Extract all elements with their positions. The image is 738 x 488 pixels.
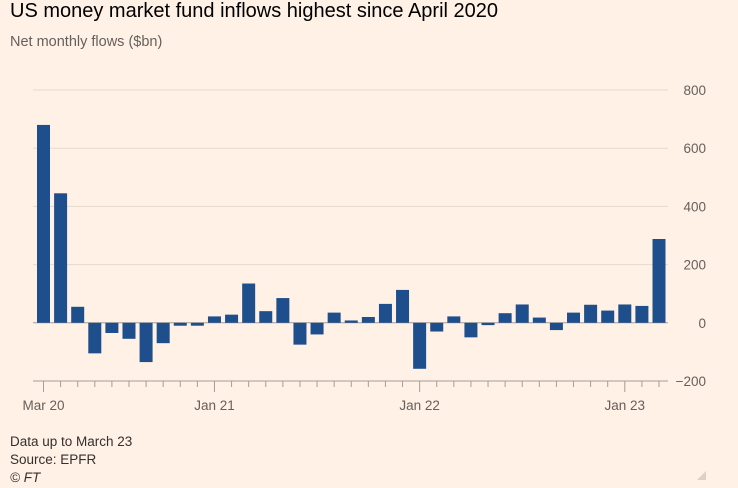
y-tick-label: 200 (683, 258, 706, 273)
bar (618, 304, 632, 323)
y-tick-label: 800 (683, 83, 706, 98)
bar (532, 317, 546, 323)
bar (430, 322, 444, 332)
bar (635, 305, 649, 323)
bar (225, 314, 239, 323)
bar (54, 193, 68, 323)
y-tick-label: 600 (683, 141, 706, 156)
bar (601, 310, 615, 323)
source-note: Source: EPFR (10, 452, 97, 467)
y-tick-label: 0 (698, 316, 706, 331)
x-tick-label: Jan 21 (194, 398, 235, 413)
bar (259, 311, 273, 323)
resize-corner-icon (697, 471, 706, 480)
bar (378, 303, 392, 323)
x-tick-label: Jan 23 (605, 398, 646, 413)
bar (173, 322, 187, 326)
bar (190, 322, 204, 326)
bar (207, 316, 221, 323)
bar (344, 320, 358, 323)
bar (293, 322, 307, 345)
bar (327, 312, 341, 323)
bar (71, 306, 85, 323)
bar (413, 322, 427, 369)
x-tick-label: Jan 22 (399, 398, 440, 413)
x-tick-label: Mar 20 (22, 398, 64, 413)
bar (498, 313, 512, 323)
bar (88, 322, 102, 354)
bar (276, 298, 290, 323)
bar (361, 316, 375, 323)
bar (310, 322, 324, 335)
bar (464, 322, 478, 338)
bar (549, 322, 563, 331)
bar (37, 124, 50, 323)
data-note: Data up to March 23 (10, 434, 133, 449)
bar (139, 322, 153, 363)
bar (105, 322, 119, 333)
ft-credit: © FT (10, 470, 41, 485)
chart-title: US money market fund inflows highest sin… (10, 0, 499, 22)
y-tick-label: 400 (683, 199, 706, 214)
bar (481, 322, 495, 326)
bar (447, 316, 461, 323)
bar (652, 238, 666, 323)
bar (396, 289, 410, 323)
bar (515, 304, 529, 323)
bar (242, 283, 256, 323)
bar (156, 322, 170, 344)
bar (122, 322, 136, 339)
y-tick-label: −200 (676, 374, 706, 389)
chart-subtitle: Net monthly flows ($bn) (10, 34, 163, 50)
bar (567, 312, 581, 323)
bar (584, 304, 598, 323)
bar-chart: Mar 20 Jan 21 Jan 22 Jan 23 800 600 400 200 0 −2… (22, 83, 706, 413)
